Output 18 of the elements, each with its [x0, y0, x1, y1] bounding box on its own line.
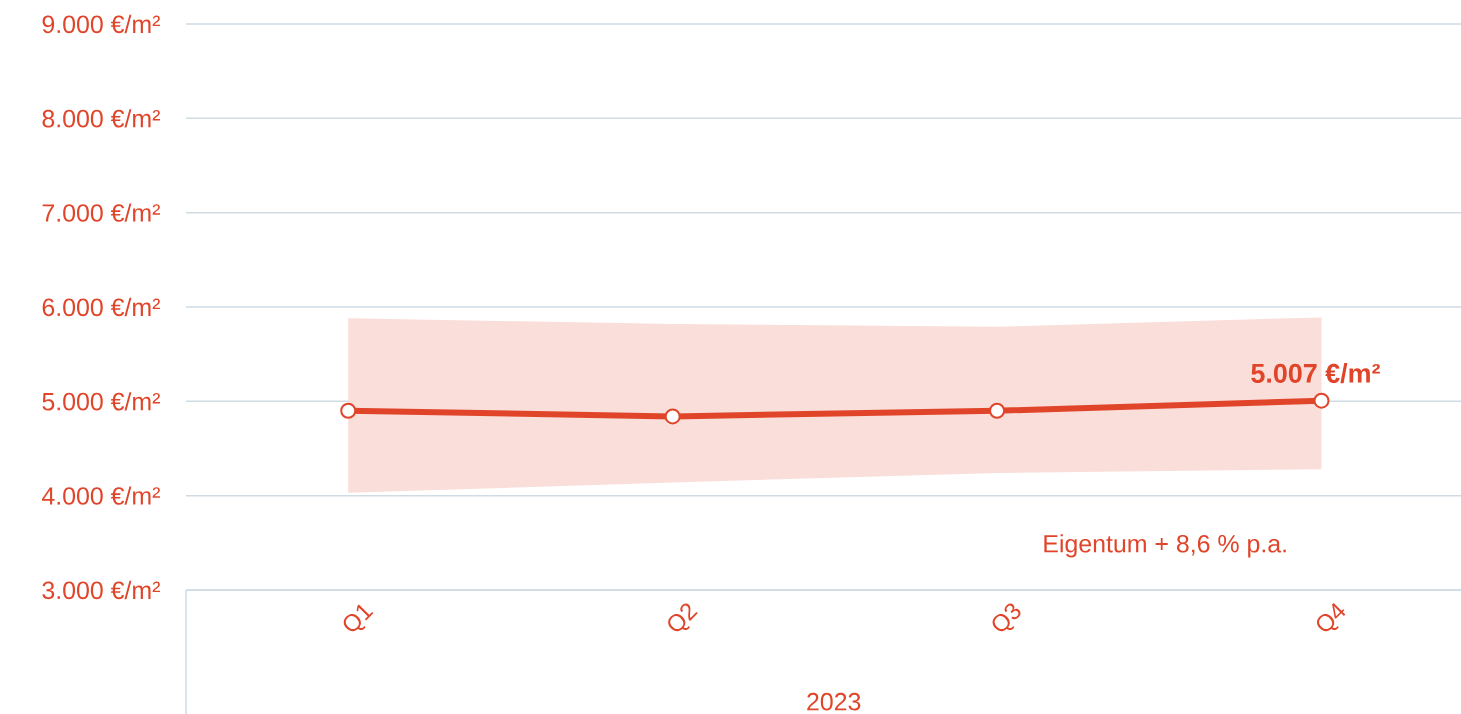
point — [664, 408, 681, 425]
data-label: 5.007 €/m² — [1251, 363, 1380, 384]
y-tick-label: 7.000 €/m² — [42, 203, 160, 222]
x-tick-label: Q1 — [343, 604, 374, 632]
point — [340, 402, 357, 419]
y-tick-label: 5.000 €/m² — [42, 392, 160, 411]
y-tick-label: 9.000 €/m² — [42, 14, 160, 34]
y-tick-label: 6.000 €/m² — [42, 297, 160, 317]
x-axis-title: 2023 — [807, 692, 861, 711]
point — [1313, 392, 1330, 409]
y-tick-label: 8.000 €/m² — [42, 109, 160, 128]
annotation: Eigentum + 8,6 % p.a. — [1044, 534, 1286, 558]
y-tick-label: 3.000 €/m² — [42, 580, 160, 600]
y-tick-label: 4.000 €/m² — [42, 486, 160, 505]
x-tick-label: Q3 — [992, 603, 1021, 632]
point — [989, 402, 1006, 419]
x-tick-label: Q4 — [1316, 602, 1346, 632]
x-tick-label: Q2 — [668, 603, 698, 632]
